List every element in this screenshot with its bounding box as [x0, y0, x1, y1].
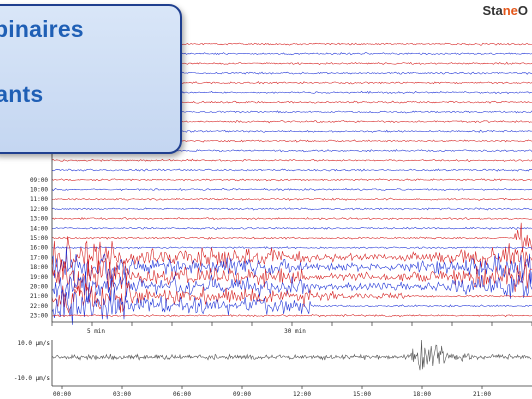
brand-prefix: Sta	[482, 3, 503, 18]
trace-row	[51, 216, 532, 221]
row-time-label: 17:00	[30, 254, 48, 261]
trace-row	[51, 246, 532, 288]
row-time-label: 20:00	[30, 284, 48, 291]
trace-row	[51, 197, 532, 201]
trace-row	[51, 168, 532, 172]
trace-row	[51, 287, 532, 325]
waveform-axis-labels: 00:00 03:00 06:00 09:00 12:00 15:00 18:00 21:00	[53, 391, 491, 398]
waveform-axis-label: 09:00	[233, 391, 251, 398]
row-time-label: 21:00	[30, 293, 48, 300]
trace-row	[51, 226, 532, 230]
row-time-label: 22:00	[30, 303, 48, 310]
waveform-trace	[51, 339, 532, 371]
trace-row	[51, 271, 532, 304]
row-time-label: 11:00	[30, 196, 48, 203]
waveform-axis-ticks	[61, 386, 483, 389]
waveform-axis-label: 12:00	[293, 391, 311, 398]
trace-row	[51, 246, 532, 250]
row-time-label: 18:00	[30, 264, 48, 271]
trace-row	[51, 222, 532, 253]
time-label-30min: 30 min	[284, 328, 306, 335]
trace-row	[51, 279, 532, 314]
row-time-labels: 09:00 10:00 11:00 12:00 13:00 14:00 15:00 16:00…	[30, 177, 48, 320]
trace-row	[51, 258, 532, 297]
row-time-label: 15:00	[30, 235, 48, 242]
waveform-axis-label: 21:00	[473, 391, 491, 398]
waveform-axis-label: 06:00	[173, 391, 191, 398]
trace-row	[51, 178, 532, 182]
brand-accent: ne	[502, 3, 518, 18]
waveform-axis-label: 00:00	[53, 391, 71, 398]
row-time-label: 16:00	[30, 245, 48, 252]
amplitude-label-negative: -10.0 µm/s	[14, 375, 51, 382]
trace-row	[51, 236, 532, 276]
amplitude-label-positive: 10.0 µm/s	[17, 340, 50, 347]
time-label-5min: 5 min	[87, 328, 105, 335]
time-axis-ticks	[51, 322, 532, 326]
row-time-label: 19:00	[30, 274, 48, 281]
waveform-axis-label: 03:00	[113, 391, 131, 398]
row-time-label: 10:00	[30, 187, 48, 194]
trace-row	[51, 314, 532, 318]
callout-line-1: ebinaires	[0, 16, 84, 42]
row-time-label: 23:00	[30, 313, 48, 320]
trace-row	[51, 207, 532, 211]
brand-suffix: O	[517, 3, 528, 18]
waveform-axis-label: 15:00	[353, 391, 371, 398]
row-time-label: 09:00	[30, 177, 48, 184]
row-time-label: 12:00	[30, 206, 48, 213]
brand-logo: StaneO	[482, 3, 528, 18]
row-time-label: 13:00	[30, 216, 48, 223]
waveform-axis-label: 18:00	[413, 391, 431, 398]
callout-line-2: nants	[0, 81, 44, 107]
row-time-label: 14:00	[30, 225, 48, 232]
webinar-callout[interactable]: ebinaires nants	[0, 4, 182, 154]
trace-row	[51, 158, 532, 162]
trace-row	[51, 187, 532, 192]
